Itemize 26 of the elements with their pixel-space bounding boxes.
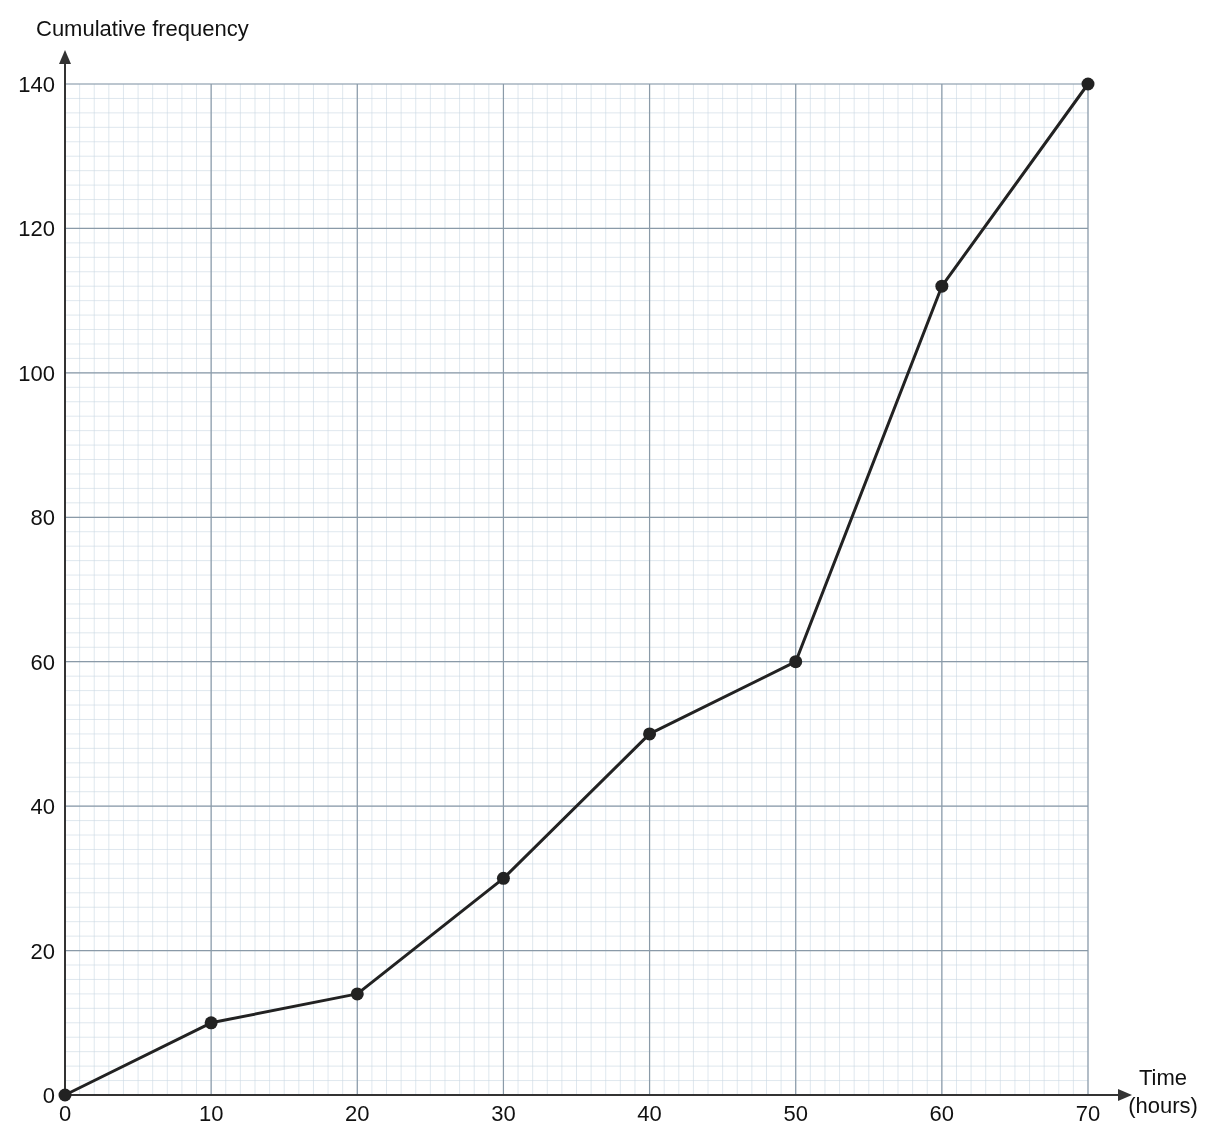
y-tick-label: 0	[42, 1083, 55, 1108]
y-tick-label: 60	[30, 649, 55, 675]
y-tick-label: 140	[18, 72, 55, 97]
point	[1081, 77, 1095, 91]
y-tick-label: 100	[18, 360, 55, 386]
x-tick-label: 70	[1075, 1101, 1101, 1126]
y-axis-title: Cumulative frequency	[36, 16, 249, 41]
point	[496, 871, 510, 885]
x-tick-label: 60	[929, 1101, 955, 1126]
x-tick-label: 50	[783, 1101, 808, 1126]
point	[58, 1088, 72, 1102]
x-tick-label: 10	[198, 1101, 224, 1126]
y-tick-label: 120	[18, 216, 55, 242]
point	[204, 1016, 218, 1030]
point	[789, 655, 803, 669]
x-tick-label: 30	[491, 1101, 516, 1126]
x-tick-label: 40	[637, 1101, 662, 1126]
y-tick-label: 20	[30, 938, 55, 964]
x-tick-label: 0	[58, 1101, 72, 1126]
point	[935, 279, 949, 293]
x-axis-title: Time (hours)	[1128, 1065, 1198, 1118]
x-tick-label: 20	[345, 1101, 370, 1126]
y-tick-label: 80	[30, 505, 55, 531]
point	[350, 987, 364, 1001]
y-tick-label: 40	[30, 794, 55, 820]
point	[643, 727, 657, 741]
